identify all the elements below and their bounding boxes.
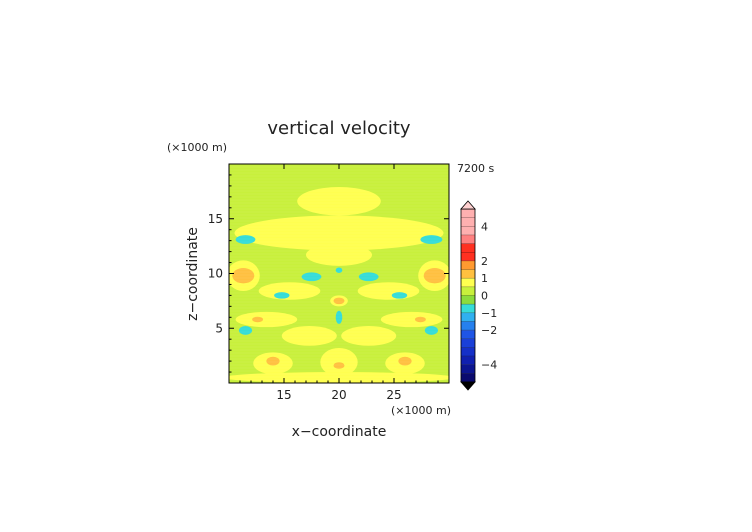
contour-region-24 — [424, 326, 438, 335]
contour-region-19 — [235, 311, 298, 328]
colorbar-level-8 — [461, 304, 475, 313]
colorbar-level-13 — [461, 260, 475, 270]
colorbar-level-7 — [461, 312, 475, 322]
contour-region-0 — [297, 186, 381, 216]
contour-region-17 — [333, 297, 345, 305]
colorbar-level-11 — [461, 278, 475, 287]
colorbar-level-3 — [461, 347, 475, 357]
contour-region-21 — [252, 316, 264, 323]
contour-region-10 — [358, 272, 379, 282]
colorbar-level-2 — [461, 356, 475, 365]
time-label: 7200 s — [457, 162, 494, 175]
colorbar-level-9 — [461, 295, 475, 305]
y-axis-ticks: 5 10 15 — [208, 163, 449, 384]
colorbar-level-5 — [461, 330, 475, 339]
plot-area — [229, 164, 449, 383]
colorbar-level-12 — [461, 269, 475, 279]
colorbar-level-0 — [461, 373, 475, 382]
colorbar — [460, 200, 476, 391]
contour-region-29 — [266, 356, 280, 366]
colorbar-tick-label: −2 — [481, 324, 497, 337]
colorbar-over-arrow — [460, 200, 476, 210]
y-axis-label: z−coordinate — [185, 227, 201, 321]
contour-region-31 — [320, 347, 358, 377]
contour-region-15 — [391, 292, 408, 299]
contour-fills — [229, 164, 449, 383]
contour-region-4 — [420, 235, 443, 244]
contour-region-9 — [301, 272, 322, 282]
contour-region-20 — [380, 311, 443, 328]
contour-region-11 — [335, 267, 343, 273]
colorbar-level-1 — [461, 364, 475, 374]
colorbar-tick-label: −4 — [481, 359, 497, 372]
y-tick-label: 15 — [208, 212, 223, 226]
contour-region-23 — [238, 326, 253, 335]
colorbar-level-6 — [461, 321, 475, 331]
contour-region-3 — [235, 235, 256, 244]
colorbar-level-15 — [461, 234, 475, 244]
contour-region-12 — [258, 282, 321, 300]
y-unit-label: (×1000 m) — [167, 141, 227, 154]
x-tick-label: 20 — [331, 388, 346, 402]
contour-region-18 — [335, 310, 343, 324]
x-tick-label: 15 — [276, 388, 291, 402]
x-unit-label: (×1000 m) — [391, 404, 451, 417]
contour-region-8 — [423, 268, 446, 284]
colorbar-tick-label: 2 — [481, 255, 488, 268]
colorbar-tick-label: −1 — [481, 307, 497, 320]
colorbar-level-16 — [461, 209, 475, 235]
x-tick-label: 25 — [386, 388, 401, 402]
contour-region-2 — [306, 243, 372, 266]
y-tick-label: 10 — [208, 267, 223, 281]
contour-region-22 — [414, 316, 426, 323]
contour-region-14 — [274, 292, 290, 299]
contour-region-32 — [333, 362, 345, 369]
colorbar-tick-label: 0 — [481, 290, 488, 303]
x-axis-ticks: 15 20 25 — [228, 164, 450, 402]
colorbar-level-4 — [461, 338, 475, 348]
y-tick-label: 5 — [215, 321, 223, 335]
contour-region-25 — [281, 326, 337, 346]
x-axis-label: x−coordinate — [292, 424, 387, 440]
contour-region-1 — [234, 215, 444, 251]
contour-region-13 — [357, 282, 420, 300]
contour-region-26 — [341, 326, 397, 346]
colorbar-under-arrow — [460, 381, 476, 391]
colorbar-ticks: 4 2 1 0 −1 −2 −4 — [481, 220, 497, 371]
colorbar-level-10 — [461, 286, 475, 296]
chart-title: vertical velocity — [267, 118, 411, 139]
contour-region-6 — [232, 268, 255, 284]
colorbar-tick-label: 4 — [481, 220, 488, 233]
colorbar-tick-label: 1 — [481, 272, 488, 285]
contour-region-30 — [398, 356, 412, 366]
